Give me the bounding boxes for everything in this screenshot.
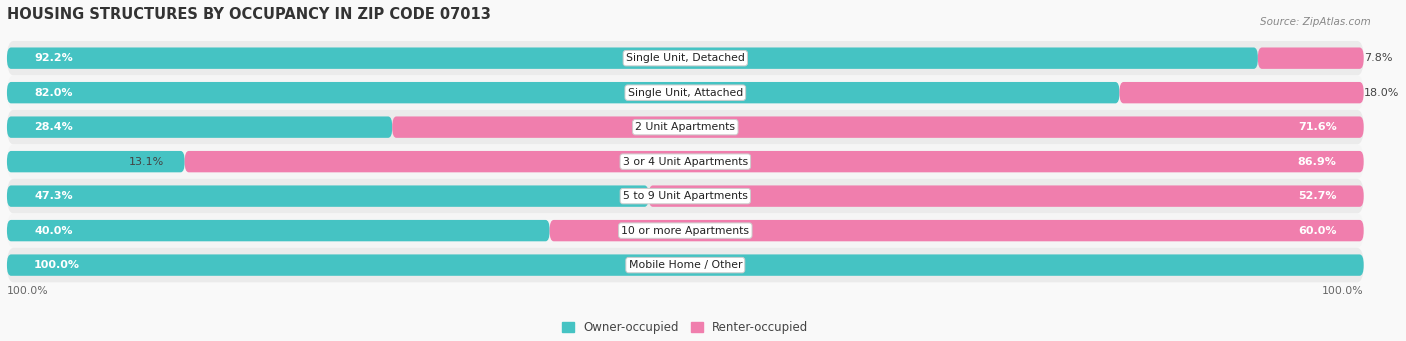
Legend: Owner-occupied, Renter-occupied: Owner-occupied, Renter-occupied: [562, 321, 808, 334]
Text: Source: ZipAtlas.com: Source: ZipAtlas.com: [1260, 17, 1371, 27]
Text: 47.3%: 47.3%: [34, 191, 73, 201]
FancyBboxPatch shape: [1119, 82, 1364, 103]
Text: 60.0%: 60.0%: [1298, 226, 1337, 236]
Text: 82.0%: 82.0%: [34, 88, 73, 98]
Text: Single Unit, Detached: Single Unit, Detached: [626, 53, 745, 63]
FancyBboxPatch shape: [7, 117, 392, 138]
Text: 5 to 9 Unit Apartments: 5 to 9 Unit Apartments: [623, 191, 748, 201]
Text: Single Unit, Attached: Single Unit, Attached: [627, 88, 742, 98]
FancyBboxPatch shape: [648, 186, 1364, 207]
FancyBboxPatch shape: [7, 220, 550, 241]
Text: 10 or more Apartments: 10 or more Apartments: [621, 226, 749, 236]
FancyBboxPatch shape: [7, 47, 1258, 69]
FancyBboxPatch shape: [7, 186, 648, 207]
Text: 13.1%: 13.1%: [129, 157, 165, 167]
FancyBboxPatch shape: [7, 144, 1364, 179]
FancyBboxPatch shape: [7, 254, 1364, 276]
Text: 71.6%: 71.6%: [1298, 122, 1337, 132]
Text: 100.0%: 100.0%: [34, 260, 80, 270]
FancyBboxPatch shape: [392, 117, 1364, 138]
Text: 7.8%: 7.8%: [1364, 53, 1392, 63]
Text: 100.0%: 100.0%: [1322, 286, 1364, 296]
FancyBboxPatch shape: [1258, 47, 1364, 69]
FancyBboxPatch shape: [7, 41, 1364, 75]
Text: 92.2%: 92.2%: [34, 53, 73, 63]
FancyBboxPatch shape: [7, 213, 1364, 248]
Text: 3 or 4 Unit Apartments: 3 or 4 Unit Apartments: [623, 157, 748, 167]
Text: 18.0%: 18.0%: [1364, 88, 1399, 98]
FancyBboxPatch shape: [7, 110, 1364, 144]
FancyBboxPatch shape: [7, 82, 1119, 103]
FancyBboxPatch shape: [550, 220, 1364, 241]
Text: 40.0%: 40.0%: [34, 226, 73, 236]
FancyBboxPatch shape: [7, 151, 184, 172]
Text: 28.4%: 28.4%: [34, 122, 73, 132]
Text: Mobile Home / Other: Mobile Home / Other: [628, 260, 742, 270]
FancyBboxPatch shape: [184, 151, 1364, 172]
Text: HOUSING STRUCTURES BY OCCUPANCY IN ZIP CODE 07013: HOUSING STRUCTURES BY OCCUPANCY IN ZIP C…: [7, 7, 491, 22]
Text: 2 Unit Apartments: 2 Unit Apartments: [636, 122, 735, 132]
Text: 100.0%: 100.0%: [7, 286, 49, 296]
FancyBboxPatch shape: [7, 179, 1364, 213]
FancyBboxPatch shape: [7, 75, 1364, 110]
Text: 52.7%: 52.7%: [1298, 191, 1337, 201]
Text: 86.9%: 86.9%: [1298, 157, 1337, 167]
FancyBboxPatch shape: [7, 248, 1364, 282]
